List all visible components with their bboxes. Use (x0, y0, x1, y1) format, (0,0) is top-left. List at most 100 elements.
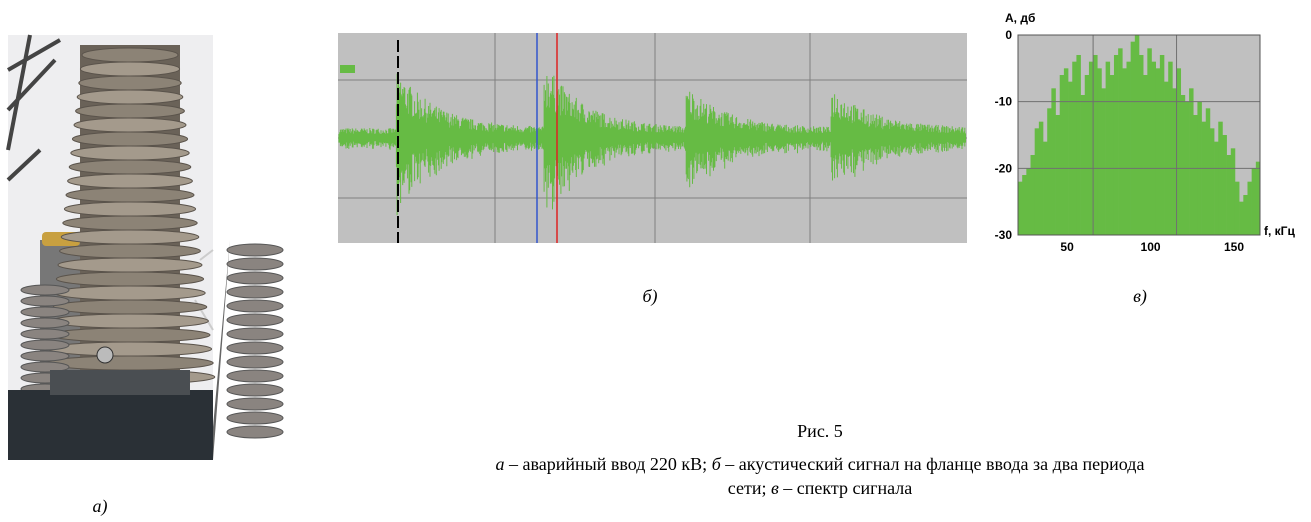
shed (59, 243, 201, 259)
shed (226, 299, 284, 313)
shed (81, 47, 179, 63)
shed (78, 75, 182, 91)
bar (1139, 55, 1144, 235)
bar (1038, 121, 1044, 235)
caption-part: сети; (728, 478, 771, 498)
shed (226, 425, 284, 439)
shed (226, 397, 284, 411)
bar (1234, 181, 1240, 235)
panel-label: а) (93, 496, 108, 517)
bar (1113, 55, 1119, 235)
bar (1218, 121, 1223, 235)
caption-line: сети; в – спектр сигнала (728, 478, 913, 498)
shed (55, 271, 205, 287)
bar (1155, 68, 1161, 235)
shed (226, 285, 284, 299)
shed (226, 313, 284, 327)
y-tick-label: -30 (995, 228, 1013, 242)
bar (1109, 75, 1115, 235)
bar (1051, 88, 1056, 235)
bar (1055, 115, 1061, 235)
waveform (338, 33, 967, 243)
bar (1214, 141, 1219, 235)
bar (1118, 48, 1123, 236)
bar (1059, 75, 1065, 235)
bar (1172, 88, 1177, 235)
shed (20, 284, 70, 296)
bar (1176, 68, 1182, 235)
bar (1080, 95, 1086, 235)
bar (1122, 68, 1127, 235)
shed (226, 271, 284, 285)
bar (1226, 155, 1232, 235)
bar (1034, 128, 1040, 235)
bar (1030, 155, 1035, 235)
bar (1151, 61, 1156, 235)
shed (20, 306, 70, 318)
caption-part: – спектр сигнала (779, 478, 912, 498)
shed (20, 339, 70, 351)
shed (226, 369, 284, 383)
shed (68, 159, 192, 175)
bar (1189, 88, 1194, 235)
caption-line: а – аварийный ввод 220 кВ; б – акустичес… (496, 454, 1145, 474)
bar (1130, 41, 1136, 235)
bar (1239, 201, 1244, 235)
shed (20, 350, 70, 362)
bar (1201, 121, 1207, 235)
x-axis-label: f, кГц (1264, 224, 1295, 238)
caption-part: – аварийный ввод 220 кВ; (505, 454, 712, 474)
bar (1097, 68, 1102, 235)
bar (1147, 48, 1152, 236)
shed (226, 383, 284, 397)
shed (65, 187, 195, 203)
bar (1068, 81, 1073, 236)
shed (20, 361, 70, 373)
shed (57, 257, 203, 273)
caption-part: в (771, 478, 779, 498)
bar (1018, 181, 1023, 235)
photo (6, 34, 284, 460)
shed (54, 285, 206, 301)
x-tick-label: 100 (1141, 240, 1161, 254)
y-tick-label: -10 (995, 95, 1013, 109)
caption-part: б (712, 454, 722, 474)
bar (1222, 135, 1227, 235)
bar (1168, 61, 1173, 235)
bar (1143, 75, 1148, 235)
shed (20, 295, 70, 307)
bar (1205, 108, 1211, 235)
bar (1193, 115, 1198, 235)
shed (20, 317, 70, 329)
shed (46, 355, 214, 371)
caption-part: а (496, 454, 505, 474)
bar (1088, 61, 1094, 235)
shed (76, 89, 184, 105)
bar (1243, 195, 1248, 235)
bar (1043, 141, 1048, 235)
shed (73, 117, 187, 133)
shed (49, 327, 211, 343)
x-tick-label: 50 (1060, 240, 1074, 254)
caption-part: – акустический сигнал на фланце ввода за… (721, 454, 1145, 474)
bar (1251, 168, 1257, 235)
shed (226, 243, 284, 257)
x-tick-label: 150 (1224, 240, 1244, 254)
shed (79, 61, 181, 77)
bar (1105, 61, 1111, 235)
panel-label: б) (642, 286, 657, 307)
shed (63, 201, 197, 217)
y-tick-label: 0 (1005, 28, 1012, 42)
y-tick-label: -20 (995, 161, 1013, 175)
y-axis-label: А, дб (1005, 11, 1035, 25)
figure-title: Рис. 5 (797, 421, 843, 441)
bar (1076, 55, 1081, 235)
shed (75, 103, 185, 119)
plot-frame (1017, 34, 1261, 236)
shed (226, 411, 284, 425)
shed (20, 328, 70, 340)
bar (1247, 181, 1252, 235)
bar (1230, 148, 1236, 235)
shed (51, 313, 209, 329)
